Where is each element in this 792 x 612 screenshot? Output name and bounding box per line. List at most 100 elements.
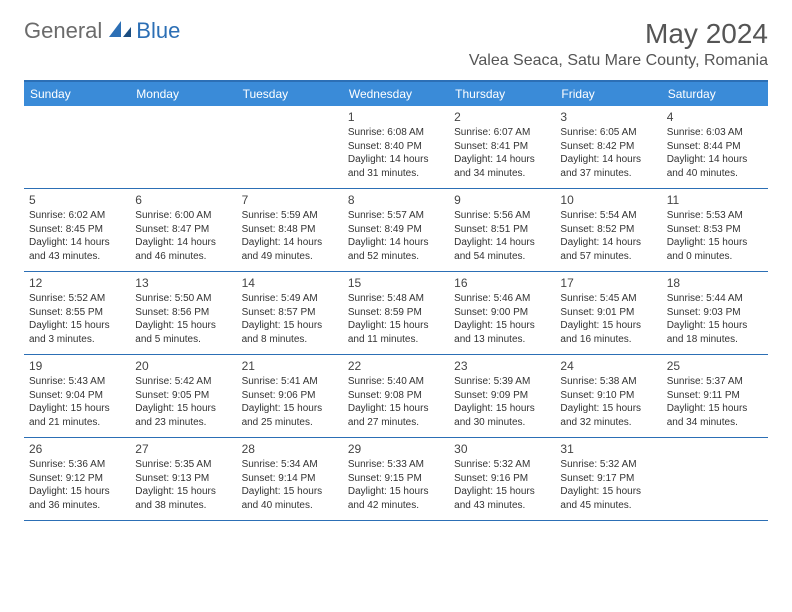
day2-text: and 32 minutes.: [560, 416, 656, 430]
day-cell: 9Sunrise: 5:56 AMSunset: 8:51 PMDaylight…: [449, 189, 555, 271]
day2-text: and 49 minutes.: [242, 250, 338, 264]
day2-text: and 46 minutes.: [135, 250, 231, 264]
day2-text: and 18 minutes.: [667, 333, 763, 347]
day1-text: Daylight: 15 hours: [454, 319, 550, 333]
day-number: 1: [348, 109, 444, 125]
sunset-text: Sunset: 9:12 PM: [29, 472, 125, 486]
day1-text: Daylight: 15 hours: [348, 319, 444, 333]
sunset-text: Sunset: 9:16 PM: [454, 472, 550, 486]
week-row: 12Sunrise: 5:52 AMSunset: 8:55 PMDayligh…: [24, 272, 768, 355]
day-number: 28: [242, 441, 338, 457]
title-block: May 2024 Valea Seaca, Satu Mare County, …: [469, 18, 768, 70]
sunrise-text: Sunrise: 5:33 AM: [348, 458, 444, 472]
day-cell: 5Sunrise: 6:02 AMSunset: 8:45 PMDaylight…: [24, 189, 130, 271]
calendar-table: Sunday Monday Tuesday Wednesday Thursday…: [24, 80, 768, 521]
day-cell: 19Sunrise: 5:43 AMSunset: 9:04 PMDayligh…: [24, 355, 130, 437]
sunset-text: Sunset: 8:57 PM: [242, 306, 338, 320]
sunset-text: Sunset: 8:59 PM: [348, 306, 444, 320]
day1-text: Daylight: 14 hours: [560, 236, 656, 250]
sunset-text: Sunset: 8:52 PM: [560, 223, 656, 237]
day2-text: and 11 minutes.: [348, 333, 444, 347]
calendar-day-header-row: Sunday Monday Tuesday Wednesday Thursday…: [24, 82, 768, 106]
location-subtitle: Valea Seaca, Satu Mare County, Romania: [469, 52, 768, 70]
sunset-text: Sunset: 9:15 PM: [348, 472, 444, 486]
day-number: 18: [667, 275, 763, 291]
day-cell: [130, 106, 236, 188]
day-cell: 17Sunrise: 5:45 AMSunset: 9:01 PMDayligh…: [555, 272, 661, 354]
day-cell: 7Sunrise: 5:59 AMSunset: 8:48 PMDaylight…: [237, 189, 343, 271]
day-header-tuesday: Tuesday: [237, 82, 343, 106]
sunrise-text: Sunrise: 5:39 AM: [454, 375, 550, 389]
sunset-text: Sunset: 9:14 PM: [242, 472, 338, 486]
day-cell: [24, 106, 130, 188]
day-number: 23: [454, 358, 550, 374]
day-number: 17: [560, 275, 656, 291]
day2-text: and 23 minutes.: [135, 416, 231, 430]
day1-text: Daylight: 15 hours: [348, 485, 444, 499]
day2-text: and 52 minutes.: [348, 250, 444, 264]
sunrise-text: Sunrise: 5:52 AM: [29, 292, 125, 306]
day-number: 25: [667, 358, 763, 374]
day-cell: 22Sunrise: 5:40 AMSunset: 9:08 PMDayligh…: [343, 355, 449, 437]
logo-text-blue: Blue: [136, 18, 180, 44]
day-number: 6: [135, 192, 231, 208]
sunrise-text: Sunrise: 5:41 AM: [242, 375, 338, 389]
day1-text: Daylight: 15 hours: [560, 402, 656, 416]
day2-text: and 40 minutes.: [667, 167, 763, 181]
sunset-text: Sunset: 8:55 PM: [29, 306, 125, 320]
day2-text: and 42 minutes.: [348, 499, 444, 513]
week-row: 5Sunrise: 6:02 AMSunset: 8:45 PMDaylight…: [24, 189, 768, 272]
day1-text: Daylight: 14 hours: [454, 236, 550, 250]
sunset-text: Sunset: 8:47 PM: [135, 223, 231, 237]
sunset-text: Sunset: 9:13 PM: [135, 472, 231, 486]
day-number: 22: [348, 358, 444, 374]
sunset-text: Sunset: 9:01 PM: [560, 306, 656, 320]
sunset-text: Sunset: 8:42 PM: [560, 140, 656, 154]
sunrise-text: Sunrise: 5:56 AM: [454, 209, 550, 223]
day-cell: 30Sunrise: 5:32 AMSunset: 9:16 PMDayligh…: [449, 438, 555, 520]
logo-sail-icon: [107, 19, 133, 44]
day1-text: Daylight: 15 hours: [667, 402, 763, 416]
day-number: 31: [560, 441, 656, 457]
day1-text: Daylight: 14 hours: [560, 153, 656, 167]
day2-text: and 25 minutes.: [242, 416, 338, 430]
day-cell: 11Sunrise: 5:53 AMSunset: 8:53 PMDayligh…: [662, 189, 768, 271]
day1-text: Daylight: 15 hours: [135, 485, 231, 499]
day1-text: Daylight: 15 hours: [242, 402, 338, 416]
day-cell: 12Sunrise: 5:52 AMSunset: 8:55 PMDayligh…: [24, 272, 130, 354]
day-number: 7: [242, 192, 338, 208]
day1-text: Daylight: 15 hours: [135, 319, 231, 333]
sunrise-text: Sunrise: 5:44 AM: [667, 292, 763, 306]
day2-text: and 34 minutes.: [667, 416, 763, 430]
sunset-text: Sunset: 8:51 PM: [454, 223, 550, 237]
day-number: 19: [29, 358, 125, 374]
sunset-text: Sunset: 9:00 PM: [454, 306, 550, 320]
sunset-text: Sunset: 9:17 PM: [560, 472, 656, 486]
sunrise-text: Sunrise: 5:46 AM: [454, 292, 550, 306]
day2-text: and 21 minutes.: [29, 416, 125, 430]
day-number: 21: [242, 358, 338, 374]
day1-text: Daylight: 15 hours: [560, 319, 656, 333]
day1-text: Daylight: 15 hours: [667, 236, 763, 250]
day1-text: Daylight: 14 hours: [454, 153, 550, 167]
day1-text: Daylight: 15 hours: [242, 485, 338, 499]
day-cell: 25Sunrise: 5:37 AMSunset: 9:11 PMDayligh…: [662, 355, 768, 437]
day-cell: 18Sunrise: 5:44 AMSunset: 9:03 PMDayligh…: [662, 272, 768, 354]
day2-text: and 43 minutes.: [454, 499, 550, 513]
day2-text: and 0 minutes.: [667, 250, 763, 264]
sunset-text: Sunset: 9:10 PM: [560, 389, 656, 403]
day1-text: Daylight: 15 hours: [454, 485, 550, 499]
day-number: 3: [560, 109, 656, 125]
sunset-text: Sunset: 8:44 PM: [667, 140, 763, 154]
day-number: 16: [454, 275, 550, 291]
day1-text: Daylight: 15 hours: [454, 402, 550, 416]
sunrise-text: Sunrise: 6:03 AM: [667, 126, 763, 140]
day2-text: and 30 minutes.: [454, 416, 550, 430]
day-cell: 16Sunrise: 5:46 AMSunset: 9:00 PMDayligh…: [449, 272, 555, 354]
day-cell: 1Sunrise: 6:08 AMSunset: 8:40 PMDaylight…: [343, 106, 449, 188]
day-cell: 20Sunrise: 5:42 AMSunset: 9:05 PMDayligh…: [130, 355, 236, 437]
day1-text: Daylight: 15 hours: [242, 319, 338, 333]
day-header-thursday: Thursday: [449, 82, 555, 106]
sunset-text: Sunset: 9:04 PM: [29, 389, 125, 403]
day-cell: 29Sunrise: 5:33 AMSunset: 9:15 PMDayligh…: [343, 438, 449, 520]
